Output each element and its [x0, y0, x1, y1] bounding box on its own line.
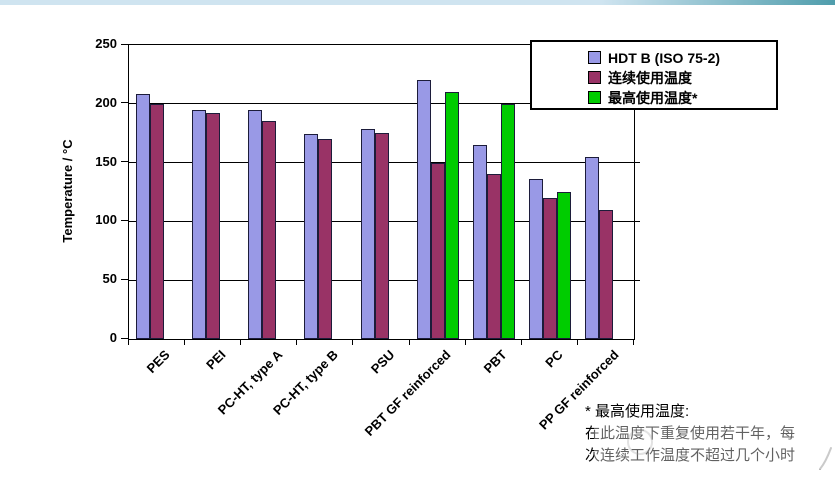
bar-hdt-b-iso-75-2--pc-ht-type-a [248, 109, 263, 339]
bar---pc-ht-type-a [262, 121, 277, 339]
bar-hdt-b-iso-75-2--pbt-gf-reinforced [416, 80, 431, 339]
x-axis-label: PES [143, 347, 173, 377]
bar-hdt-b-iso-75-2--psu [360, 128, 375, 339]
y-tick [121, 161, 128, 163]
x-tick [408, 339, 410, 345]
bar-hdt-b-iso-75-2--pei [192, 109, 207, 339]
corner-scribble-icon [819, 447, 832, 470]
bar-hdt-b-iso-75-2--pc-ht-type-b [304, 134, 319, 339]
x-tick [464, 339, 466, 345]
bar---pc-ht-type-b [318, 139, 333, 339]
x-tick [633, 339, 634, 345]
x-tick [128, 339, 129, 345]
footnote-line: 次连续工作温度不超过几个小时 [585, 447, 796, 464]
x-tick [240, 339, 242, 345]
x-axis-label: PC [542, 347, 566, 371]
bar---pp-gf-reinforced [598, 209, 613, 339]
legend-swatch-max-icon [588, 91, 601, 104]
y-tick-label: 100 [95, 212, 117, 228]
legend-swatch-continuous-icon [588, 71, 601, 84]
bar---pbt [486, 174, 501, 339]
x-tick [576, 339, 578, 345]
footnote-line: * 最高使用温度: [585, 403, 690, 420]
legend-label: 最高使用温度* [608, 89, 698, 106]
bar-hdt-b-iso-75-2--pp-gf-reinforced [584, 156, 599, 339]
y-tick [121, 278, 128, 280]
y-tick-label: 0 [109, 330, 117, 345]
bar-hdt-b-iso-75-2--pc [528, 179, 543, 339]
legend: HDT B (ISO 75-2) 连续使用温度 最高使用温度* [530, 40, 778, 110]
x-axis-label: PBT [480, 347, 510, 376]
bar---pbt-gf-reinforced [444, 92, 459, 339]
legend-label: HDT B (ISO 75-2) [608, 49, 721, 66]
footnote-line: 在此温度下重复使用若干年，每 [585, 425, 796, 442]
legend-item-continuous-use: 连续使用温度 [588, 68, 776, 87]
bar---pes [150, 103, 165, 339]
y-tick-label: 250 [95, 36, 117, 51]
footnote: * 最高使用温度: 在此温度下重复使用若干年，每 次连续工作温度不超过几个小时 [585, 401, 835, 467]
legend-swatch-hdtb-icon [588, 51, 601, 64]
top-decorative-strip [0, 0, 835, 5]
bar-hdt-b-iso-75-2--pbt [472, 144, 487, 339]
y-tick [121, 219, 128, 221]
bar---psu [374, 133, 389, 339]
bar---pbt [500, 103, 515, 339]
y-tick-label: 200 [95, 94, 117, 110]
x-axis-label: PEI [203, 347, 229, 373]
bar---pbt-gf-reinforced [430, 162, 445, 339]
bar---pei [206, 113, 221, 339]
bar---pc [542, 197, 557, 339]
y-tick-label: 50 [102, 271, 117, 287]
x-axis-label: PSU [367, 347, 398, 377]
y-tick [121, 43, 128, 45]
gridline [129, 103, 640, 105]
x-tick [352, 339, 354, 345]
legend-item-hdtb: HDT B (ISO 75-2) [588, 48, 776, 67]
bar-hdt-b-iso-75-2--pes [136, 94, 151, 339]
y-tick [121, 102, 128, 104]
bar---pc [556, 192, 571, 339]
x-tick [184, 339, 186, 345]
legend-label: 连续使用温度 [608, 69, 692, 86]
legend-item-max-use: 最高使用温度* [588, 88, 776, 107]
y-axis-title: Temperature / °C [60, 139, 75, 243]
x-tick [520, 339, 522, 345]
x-tick [296, 339, 298, 345]
y-tick-label: 150 [95, 153, 117, 169]
y-tick [121, 337, 128, 339]
